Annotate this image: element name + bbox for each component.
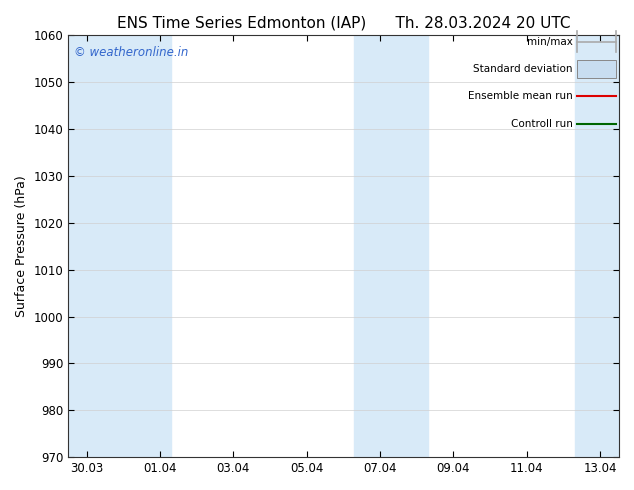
Bar (354, 35, 380, 457)
Y-axis label: Surface Pressure (hPa): Surface Pressure (hPa) (15, 175, 28, 317)
Text: © weatheronline.in: © weatheronline.in (74, 46, 188, 59)
FancyBboxPatch shape (578, 60, 616, 78)
Text: min/max: min/max (527, 37, 573, 47)
Bar (380, 35, 428, 457)
Bar (68, 35, 112, 457)
Text: Controll run: Controll run (511, 119, 573, 129)
Bar (112, 35, 171, 457)
Text: Ensemble mean run: Ensemble mean run (468, 92, 573, 101)
Bar (574, 35, 619, 457)
Text: Standard deviation: Standard deviation (474, 64, 573, 74)
Title: ENS Time Series Edmonton (IAP)      Th. 28.03.2024 20 UTC: ENS Time Series Edmonton (IAP) Th. 28.03… (117, 15, 570, 30)
